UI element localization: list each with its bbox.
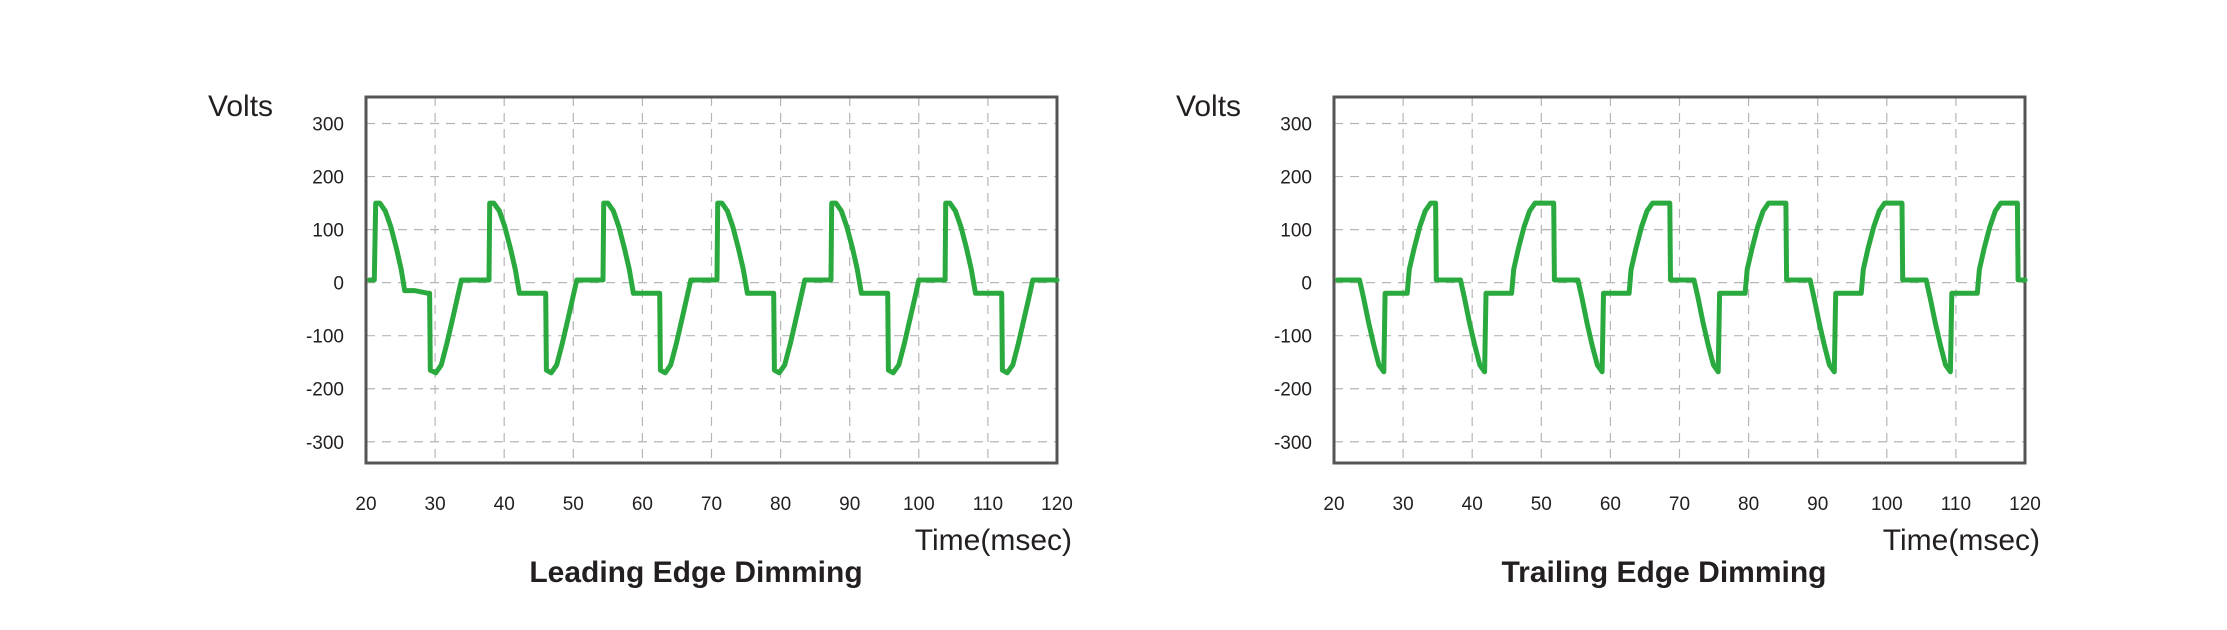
y-tick-label: 0 [333,274,344,295]
y-axis-label: Volts [1176,90,1241,123]
x-tick-label: 20 [355,494,376,515]
y-tick-label: -300 [1274,433,1312,454]
chart-leading-edge: 300 200 100 0 -100 -200 -300 20 30 40 50 60 70 80 90 10… [208,90,1073,589]
x-tick-label: 80 [770,494,791,515]
x-tick-label: 100 [1871,494,1903,515]
x-tick-label: 90 [839,494,860,515]
y-tick-label: 300 [1280,115,1312,136]
x-tick-label: 120 [2009,494,2041,515]
x-tick-label: 110 [973,494,1003,515]
y-tick-label: -200 [306,380,344,401]
x-tick-label: 70 [1669,494,1690,515]
y-tick-label: 200 [1280,168,1312,189]
x-tick-label: 70 [701,494,722,515]
x-tick-label: 50 [563,494,584,515]
y-tick-label: 100 [1280,221,1312,242]
x-tick-label: 40 [494,494,515,515]
voltage-series-line [367,200,1060,376]
x-tick-label: 120 [1041,494,1073,515]
y-tick-label: 0 [1301,274,1312,295]
y-tick-label: -300 [306,433,344,454]
y-tick-label: 100 [312,221,344,242]
chart-trailing-edge: 300 200 100 0 -100 -200 -300 20 30 40 50 60 70 80 90 10… [1176,90,2041,589]
y-axis-label: Volts [208,90,273,123]
x-tick-label: 110 [1941,494,1971,515]
x-tick-label: 90 [1807,494,1828,515]
x-tick-label: 30 [1393,494,1414,515]
x-tick-label: 60 [1600,494,1621,515]
chart-title: Leading Edge Dimming [529,556,862,589]
x-tick-label: 30 [425,494,446,515]
x-tick-label: 60 [632,494,653,515]
chart-title: Trailing Edge Dimming [1501,556,1826,589]
y-tick-label: -100 [306,327,344,348]
y-tick-label: 300 [312,115,344,136]
y-tick-label: 200 [312,168,344,189]
x-tick-label: 80 [1738,494,1759,515]
voltage-series-line [1335,200,2028,375]
chart-panel-trailing: 300 200 100 0 -100 -200 -300 20 30 40 50 60 70 80 90 10… [968,0,2081,630]
y-tick-label: -200 [1274,380,1312,401]
x-axis-label: Time(msec) [915,524,1072,557]
x-tick-label: 100 [903,494,935,515]
chart-panel-leading: 300 200 100 0 -100 -200 -300 20 30 40 50 60 70 80 90 10… [0,0,1113,630]
x-tick-label: 20 [1323,494,1344,515]
x-axis-label: Time(msec) [1883,524,2040,557]
x-tick-label: 40 [1462,494,1483,515]
x-tick-label: 50 [1531,494,1552,515]
y-tick-label: -100 [1274,327,1312,348]
